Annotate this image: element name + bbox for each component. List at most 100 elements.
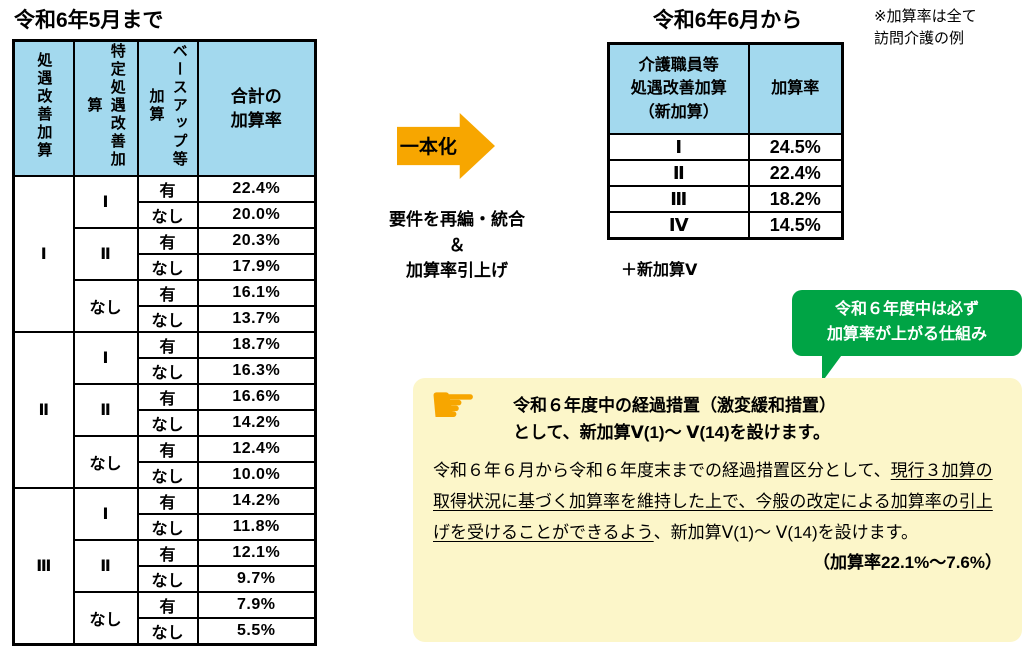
- col-header-new-addition: 介護職員等 処遇改善加算 （新加算）: [607, 42, 750, 135]
- baseup-cell: 有: [136, 487, 199, 515]
- baseup-cell: なし: [136, 461, 199, 489]
- baseup-cell: なし: [136, 565, 199, 593]
- rate-cell: 7.9%: [196, 591, 317, 619]
- tokutei-grade-cell: なし: [72, 279, 139, 333]
- rate-cell: 20.0%: [196, 201, 317, 229]
- col-header-base-up: ベースアップ等加算: [136, 39, 199, 177]
- rate-cell: 24.5%: [747, 133, 844, 161]
- table-row: なし 5.5%: [14, 617, 317, 646]
- table-row: Ⅲ 18.2%: [607, 185, 844, 213]
- baseup-cell: なし: [136, 253, 199, 281]
- rate-cell: 14.2%: [196, 487, 317, 515]
- rate-cell: 20.3%: [196, 227, 317, 255]
- rate-cell: 16.6%: [196, 383, 317, 411]
- col-header-specific-treatment: 特定処遇改善加算: [72, 39, 139, 177]
- before-table-title: 令和6年5月まで: [14, 9, 164, 32]
- baseup-cell: 有: [136, 227, 199, 255]
- header-row: 介護職員等 処遇改善加算 （新加算） 加算率: [607, 42, 844, 135]
- before-rates-table: 処遇改善加算 特定処遇改善加算 ベースアップ等加算 合計の 加算率 Ⅰ Ⅰ 有 …: [12, 39, 317, 646]
- baseup-cell: 有: [136, 331, 199, 359]
- table-row: Ⅲ Ⅰ 有 14.2%: [12, 487, 317, 646]
- guarantee-callout-bubble: 令和６年度中は必ず 加算率が上がる仕組み: [792, 290, 1022, 382]
- rate-cell: 13.7%: [196, 305, 317, 333]
- col-header-rate: 加算率: [747, 42, 844, 135]
- baseup-cell: なし: [136, 201, 199, 229]
- transform-caption: 要件を再編・統合 ＆ 加算率引上げ: [389, 210, 525, 280]
- kaizen-grade-cell: Ⅱ: [12, 331, 75, 489]
- table-row: なし 9.7%: [14, 565, 317, 593]
- col-header-treatment-improvement: 処遇改善加算: [12, 39, 75, 177]
- table-row: Ⅰ 24.5%: [607, 133, 844, 161]
- table-row: Ⅳ 14.5%: [607, 211, 844, 240]
- tokutei-grade-cell: Ⅱ: [72, 383, 139, 437]
- baseup-cell: なし: [136, 617, 199, 646]
- rate-cell: 14.2%: [196, 409, 317, 437]
- rate-cell: 16.3%: [196, 357, 317, 385]
- rate-cell: 17.9%: [196, 253, 317, 281]
- rate-cell: 10.0%: [196, 461, 317, 489]
- table-row: なし有 7.9%: [14, 591, 317, 646]
- table-row: なし有 16.1%: [14, 279, 317, 333]
- tokutei-grade-cell: なし: [72, 591, 139, 646]
- pointing-hand-icon: ☛: [429, 375, 478, 435]
- table-row: なし 14.2%: [14, 409, 317, 437]
- rate-cell: 18.7%: [196, 331, 317, 359]
- transitional-measure-info-box: ☛ 令和６年度中の経過措置（激変緩和措置） として、新加算Ⅴ(1)～ Ⅴ(14)…: [413, 375, 1022, 642]
- table-row: なし 13.7%: [14, 305, 317, 333]
- table-row: なし 16.3%: [14, 357, 317, 385]
- after-table-title: 令和6年6月から: [652, 9, 803, 32]
- rate-cell: 22.4%: [196, 175, 317, 203]
- baseup-cell: なし: [136, 409, 199, 437]
- baseup-cell: 有: [136, 175, 199, 203]
- after-rates-table: 介護職員等 処遇改善加算 （新加算） 加算率 Ⅰ 24.5% Ⅱ 22.4% Ⅲ 18…: [607, 42, 844, 240]
- baseup-cell: 有: [136, 539, 199, 567]
- table-row: Ⅱ 有 20.3%: [14, 227, 317, 281]
- baseup-cell: なし: [136, 513, 199, 541]
- body-text-underlined: 現行３加算の取得状況に基づく加算率を維持した上で、今般の改定による加算率の引上げ…: [433, 461, 993, 542]
- table-row: なし 10.0%: [14, 461, 317, 489]
- kaizen-grade-cell: Ⅲ: [12, 487, 75, 646]
- rate-cell: 5.5%: [196, 617, 317, 646]
- rate-cell: 14.5%: [747, 211, 844, 240]
- table-row: Ⅱ 有 12.1%: [14, 539, 317, 593]
- vertical-header-text: 処遇改善加算: [35, 52, 53, 160]
- rate-cell: 12.1%: [196, 539, 317, 567]
- body-text: 、新加算Ⅴ(1)～ Ⅴ(14)を設けます。: [653, 522, 918, 542]
- table-row: なし有 12.4%: [14, 435, 317, 489]
- rate-cell: 9.7%: [196, 565, 317, 593]
- table-row: Ⅱ 22.4%: [607, 159, 844, 187]
- grade-cell: Ⅲ: [607, 185, 750, 213]
- info-box-body: 令和６年６月から令和６年度末までの経過措置区分として、現行３加算の取得状況に基づ…: [433, 456, 1002, 548]
- table-row: Ⅱ Ⅰ 有 18.7%: [12, 331, 317, 489]
- tokutei-grade-cell: Ⅱ: [72, 227, 139, 281]
- after-table-section: 令和6年6月から 介護職員等 処遇改善加算 （新加算） 加算率 Ⅰ 24.5% Ⅱ…: [607, 4, 848, 280]
- tokutei-grade-cell: Ⅰ: [72, 487, 139, 541]
- baseup-cell: 有: [136, 435, 199, 463]
- rate-cell: 16.1%: [196, 279, 317, 307]
- vertical-header-text: 特定処遇改善加算: [85, 43, 126, 169]
- unification-arrow: 一本化: [397, 113, 495, 179]
- rate-cell: 12.4%: [196, 435, 317, 463]
- baseup-cell: なし: [136, 305, 199, 333]
- rate-range-note: （加算率22.1%～7.6%）: [813, 553, 1002, 573]
- grade-cell: Ⅱ: [607, 159, 750, 187]
- baseup-cell: なし: [136, 357, 199, 385]
- rate-cell: 11.8%: [196, 513, 317, 541]
- table-row: なし 17.9%: [14, 253, 317, 281]
- before-table-section: 令和6年5月まで 処遇改善加算 特定処遇改善加算 ベースアップ等加算 合計の 加…: [12, 4, 317, 646]
- baseup-cell: 有: [136, 279, 199, 307]
- tokutei-grade-cell: なし: [72, 435, 139, 489]
- baseup-cell: 有: [136, 591, 199, 619]
- tokutei-grade-cell: Ⅱ: [72, 539, 139, 593]
- col-header-total-rate: 合計の 加算率: [196, 39, 317, 177]
- grade-cell: Ⅰ: [607, 133, 750, 161]
- table-row: なし 11.8%: [14, 513, 317, 541]
- rate-cell: 22.4%: [747, 159, 844, 187]
- tokutei-grade-cell: Ⅰ: [72, 175, 139, 229]
- tokutei-grade-cell: Ⅰ: [72, 331, 139, 385]
- table-row: Ⅱ 有 16.6%: [14, 383, 317, 437]
- rate-cell: 18.2%: [747, 185, 844, 213]
- grade-cell: Ⅳ: [607, 211, 750, 240]
- vertical-header-text: ベースアップ等加算: [147, 43, 188, 169]
- header-row: 処遇改善加算 特定処遇改善加算 ベースアップ等加算 合計の 加算率: [12, 39, 317, 177]
